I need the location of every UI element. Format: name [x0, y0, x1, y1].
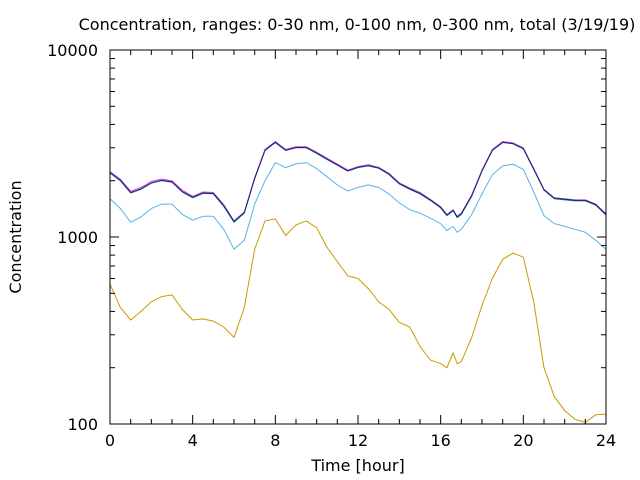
x-tick-label: 20: [513, 431, 533, 450]
series-line-3: [109, 141, 607, 223]
x-tick-label: 12: [348, 431, 368, 450]
x-tick-label: 8: [270, 431, 280, 450]
plot-frame: [109, 49, 607, 425]
x-tick-label: 0: [105, 431, 115, 450]
y-axis-label: Concentration: [6, 180, 25, 293]
series-line-4: [109, 140, 607, 222]
series-line-5: [109, 141, 607, 223]
series-line-2: [109, 161, 607, 250]
x-tick-label: 4: [188, 431, 198, 450]
y-tick-label: 10000: [47, 41, 98, 60]
ticks-layer: 0 4 8 12 16 20 24 100 1000 10000: [47, 41, 616, 450]
chart-title: Concentration, ranges: 0-30 nm, 0-100 nm…: [79, 15, 636, 34]
x-tick-label: 24: [596, 431, 616, 450]
series-line-1: [109, 218, 607, 423]
y-tick-label: 100: [67, 415, 98, 434]
x-axis-label: Time [hour]: [310, 456, 404, 475]
y-tick-label: 1000: [57, 228, 98, 247]
series-layer: [109, 140, 607, 423]
x-tick-label: 16: [430, 431, 450, 450]
